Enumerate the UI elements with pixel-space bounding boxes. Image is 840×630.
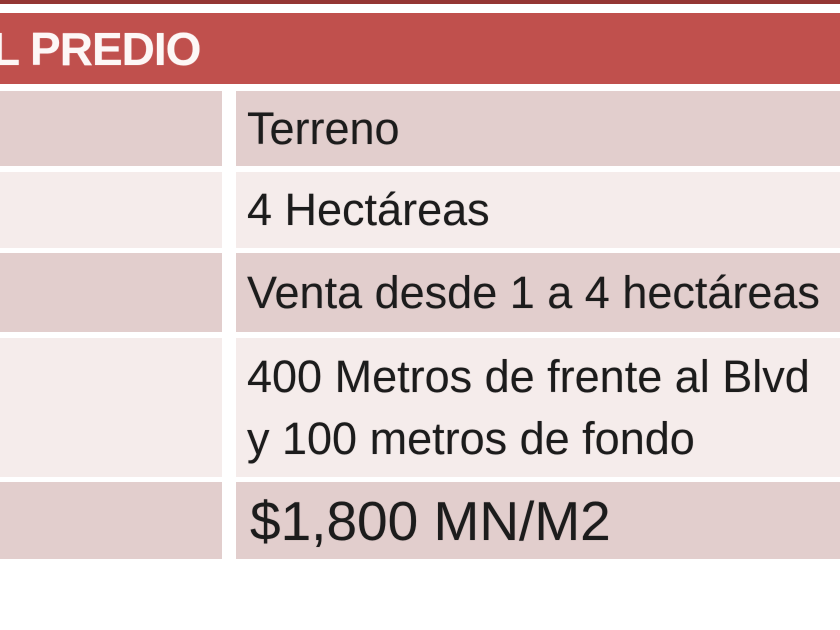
- row-value-cell: 400 Metros de frente al Blvd y 100 metro…: [236, 338, 840, 477]
- column-divider: [222, 253, 236, 332]
- column-divider: [222, 91, 236, 166]
- row-value-cell: Venta desde 1 a 4 hectáreas: [236, 253, 840, 332]
- row-label-cell: [0, 338, 222, 477]
- row-value: Venta desde 1 a 4 hectáreas: [247, 266, 820, 318]
- row-value-line: y 100 metros de fondo: [247, 412, 695, 464]
- column-divider: [222, 338, 236, 477]
- top-accent-line: [0, 0, 840, 4]
- row-value-cell: $1,800 MN/M2: [236, 482, 840, 559]
- row-value-cell: Terreno: [236, 91, 840, 166]
- row-value: 4 Hectáreas: [247, 184, 490, 235]
- row-value: Terreno: [247, 102, 400, 154]
- row-value-cell: 4 Hectáreas: [236, 172, 840, 248]
- table-header-title: L PREDIO: [0, 22, 201, 75]
- row-label-cell: [0, 91, 222, 166]
- row-value: $1,800 MN/M2: [250, 489, 611, 552]
- table-row: 400 Metros de frente al Blvd y 100 metro…: [0, 338, 840, 477]
- table-row: Terreno: [0, 91, 840, 166]
- row-label-cell: [0, 482, 222, 559]
- predio-table: Terreno 4 Hectáreas Venta desde 1 a 4 he…: [0, 91, 840, 559]
- column-divider: [222, 482, 236, 559]
- row-label-cell: [0, 253, 222, 332]
- table-row: 4 Hectáreas: [0, 172, 840, 248]
- table-row: Venta desde 1 a 4 hectáreas: [0, 253, 840, 332]
- row-value-line: 400 Metros de frente al Blvd: [247, 350, 810, 402]
- column-divider: [222, 172, 236, 248]
- table-header-band: L PREDIO: [0, 13, 840, 84]
- row-label-cell: [0, 172, 222, 248]
- table-row: $1,800 MN/M2: [0, 482, 840, 559]
